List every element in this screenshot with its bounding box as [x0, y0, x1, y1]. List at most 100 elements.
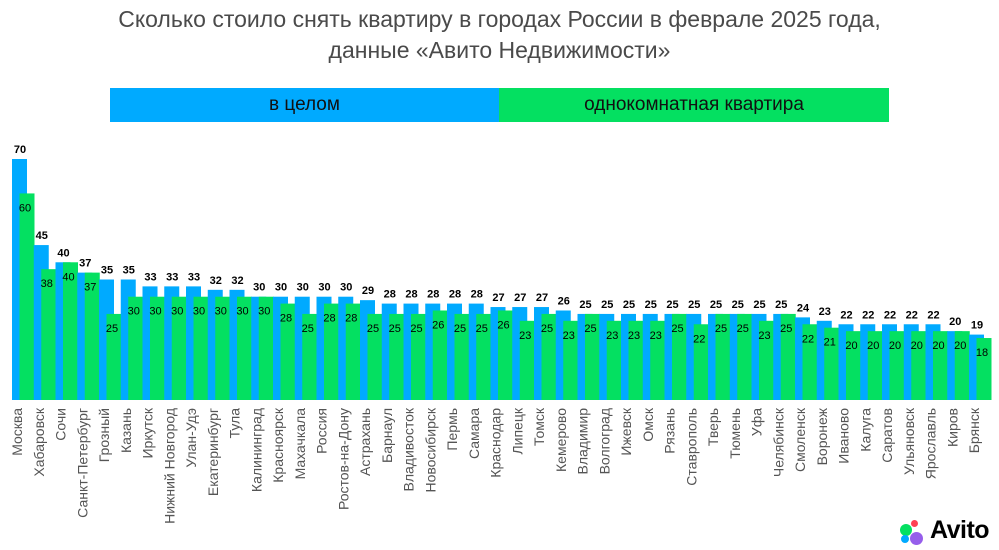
data-label-overall: 35 [101, 265, 113, 277]
data-label-one-room: 20 [889, 340, 901, 352]
category-label: Волгоград [596, 408, 612, 474]
data-label-overall: 22 [906, 309, 918, 321]
bar-one-room [759, 320, 774, 400]
category-label: Калининград [248, 408, 264, 492]
bar-one-room [476, 313, 492, 400]
data-label-one-room: 20 [954, 340, 966, 352]
data-label-one-room: 23 [606, 330, 618, 342]
category-label: Иркутск [140, 407, 156, 458]
data-label-one-room: 37 [84, 282, 96, 294]
data-label-one-room: 30 [215, 306, 227, 318]
bar-one-room [389, 313, 405, 400]
category-label: Уфа [749, 408, 765, 436]
category-label: Тюмень [727, 408, 743, 459]
data-label-overall: 27 [492, 292, 504, 304]
category-label: Томск [531, 407, 547, 446]
data-label-one-room: 30 [258, 306, 270, 318]
chart-title-line-1: Сколько стоило снять квартиру в городах … [118, 6, 881, 32]
data-label-one-room: 28 [280, 313, 292, 325]
bar-one-room [367, 313, 383, 400]
data-label-one-room: 25 [367, 323, 379, 335]
bar-one-room [802, 324, 818, 400]
avito-logo-text: Avito [930, 516, 990, 544]
data-label-overall: 33 [188, 271, 200, 283]
category-label: Москва [9, 408, 25, 456]
bar-one-room [171, 296, 187, 400]
data-label-one-room: 25 [715, 323, 727, 335]
category-label: Астрахань [357, 408, 373, 476]
data-label-one-room: 23 [563, 330, 575, 342]
bar-one-room [280, 303, 296, 400]
data-label-one-room: 20 [845, 340, 857, 352]
bar-one-room [563, 320, 579, 400]
data-label-one-room: 18 [976, 347, 988, 359]
category-label: Иваново [836, 408, 852, 464]
data-label-one-room: 20 [867, 340, 879, 352]
avito-logo-dots-icon [899, 518, 927, 545]
category-label: Пермь [444, 408, 460, 451]
category-label: Кемерово [553, 408, 569, 472]
data-label-one-room: 25 [454, 323, 466, 335]
category-label: Ростов-на-Дону [335, 408, 351, 510]
data-label-one-room: 25 [584, 323, 596, 335]
data-label-overall: 24 [797, 302, 810, 314]
category-label: Смоленск [792, 407, 808, 472]
data-label-one-room: 40 [62, 271, 74, 283]
category-label: Махачкала [292, 408, 308, 480]
category-label: Ижевск [618, 407, 634, 455]
data-label-overall: 25 [666, 299, 678, 311]
legend-overall-label: в целом [269, 94, 340, 115]
category-label: Сочи [53, 408, 69, 441]
data-label-overall: 22 [862, 309, 874, 321]
category-label: Брянск [966, 407, 982, 453]
bar-one-room [650, 320, 666, 400]
data-label-one-room: 20 [932, 340, 944, 352]
data-label-overall: 30 [318, 282, 330, 294]
data-label-overall: 40 [57, 247, 69, 259]
data-label-one-room: 20 [911, 340, 923, 352]
data-label-one-room: 28 [323, 313, 335, 325]
avito-logo: Avito [899, 516, 990, 545]
category-label: Владивосток [401, 407, 417, 491]
data-label-one-room: 21 [824, 337, 836, 349]
category-label: Владимир [575, 408, 591, 475]
data-label-overall: 28 [449, 289, 461, 301]
data-label-overall: 35 [123, 265, 135, 277]
data-label-overall: 30 [297, 282, 309, 294]
data-label-overall: 20 [949, 316, 961, 328]
category-label: Киров [944, 408, 960, 447]
bar-one-room [889, 331, 905, 400]
category-label: Санкт-Петербург [74, 408, 90, 518]
data-label-one-room: 23 [628, 330, 640, 342]
data-label-one-room: 23 [519, 330, 531, 342]
bar-one-room [106, 313, 122, 400]
data-label-one-room: 25 [671, 323, 683, 335]
data-label-overall: 32 [210, 275, 222, 287]
data-label-overall: 28 [405, 289, 417, 301]
bar-one-room [454, 313, 470, 400]
bar-one-room [628, 320, 644, 400]
bar-one-room [693, 324, 709, 400]
data-label-overall: 25 [732, 299, 744, 311]
data-label-overall: 37 [79, 258, 91, 270]
data-label-overall: 27 [514, 292, 526, 304]
bar-one-room [432, 310, 448, 400]
category-label: Тверь [705, 408, 721, 446]
bar-one-room [585, 313, 600, 400]
bar-one-room [19, 193, 35, 400]
data-label-overall: 23 [819, 306, 831, 318]
bar-one-room [324, 303, 339, 400]
data-label-overall: 45 [36, 230, 48, 242]
category-label: Екатеринбург [205, 408, 221, 496]
bar-one-room [954, 331, 970, 400]
bar-one-room [237, 296, 252, 400]
data-label-overall: 25 [623, 299, 635, 311]
bar-one-room [933, 331, 948, 400]
data-label-one-room: 28 [345, 313, 357, 325]
data-label-one-room: 60 [19, 202, 31, 214]
bar-one-room [606, 320, 622, 400]
data-label-overall: 22 [927, 309, 939, 321]
category-label: Краснодар [488, 408, 504, 478]
category-label: Грозный [96, 408, 112, 462]
bar-one-room [780, 313, 796, 400]
